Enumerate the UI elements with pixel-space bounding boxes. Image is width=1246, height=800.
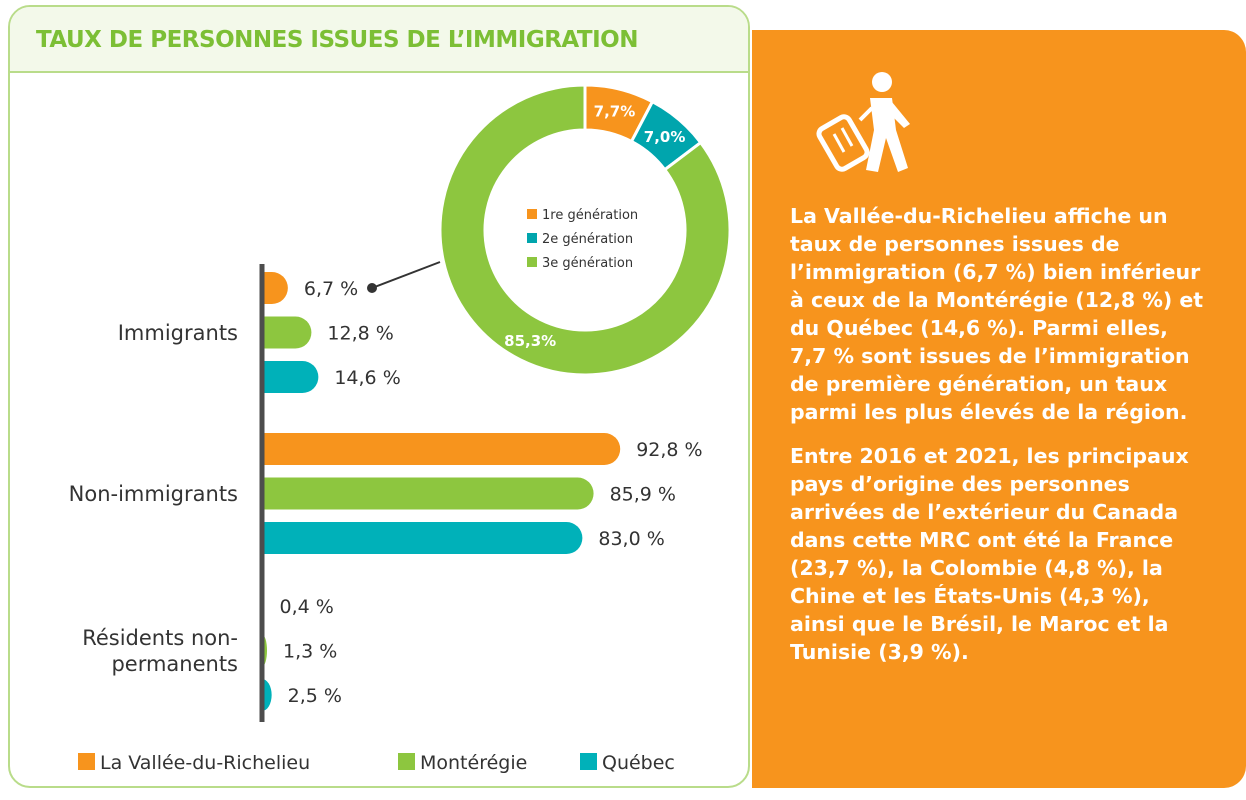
panel-text: La Vallée-du-Richelieu affiche un taux d… bbox=[790, 202, 1210, 682]
legend-label: 2e génération bbox=[542, 232, 633, 247]
connector-dot bbox=[367, 283, 377, 293]
legend-swatch bbox=[78, 753, 95, 770]
value-label: 85,9 % bbox=[610, 484, 676, 506]
legend-label: Montérégie bbox=[420, 752, 527, 774]
value-label: 92,8 % bbox=[636, 439, 702, 461]
legend-swatch bbox=[527, 233, 537, 243]
traveler-icon bbox=[816, 72, 910, 172]
bar bbox=[262, 361, 319, 393]
chart: 6,7 % 12,8 % 14,6 % 92,8 % 85,9 % 83,0 % 0,4 %… bbox=[78, 83, 732, 774]
category-label: Résidents non-permanents bbox=[82, 625, 238, 676]
legend-swatch bbox=[580, 753, 597, 770]
panel-paragraph: La Vallée-du-Richelieu affiche un taux d… bbox=[790, 204, 1204, 424]
legend-label: La Vallée-du-Richelieu bbox=[100, 752, 310, 774]
bar bbox=[262, 272, 288, 304]
slice-label: 7,0% bbox=[644, 128, 686, 146]
donut-slice bbox=[438, 83, 732, 377]
header: TAUX DE PERSONNES ISSUES DE L’IMMIGRATIO… bbox=[10, 7, 748, 73]
legend-label: 1re génération bbox=[542, 208, 638, 223]
category-label: Non-immigrants bbox=[68, 481, 238, 506]
value-label: 1,3 % bbox=[283, 641, 337, 663]
value-label: 6,7 % bbox=[304, 278, 358, 300]
bar bbox=[262, 433, 621, 465]
value-label: 2,5 % bbox=[288, 685, 342, 707]
slice-label: 85,3% bbox=[504, 332, 556, 350]
slice-label: 7,7% bbox=[594, 103, 636, 121]
category-label: Immigrants bbox=[117, 320, 238, 345]
value-label: 83,0 % bbox=[598, 528, 664, 550]
legend-label: 3e génération bbox=[542, 256, 633, 271]
legend-swatch bbox=[527, 257, 537, 267]
value-label: 14,6 % bbox=[334, 367, 400, 389]
bar bbox=[262, 477, 594, 510]
bar bbox=[262, 522, 583, 554]
value-label: 0,4 % bbox=[280, 596, 334, 618]
bar bbox=[262, 316, 312, 349]
legend-label: Québec bbox=[602, 752, 675, 774]
panel-paragraph: Entre 2016 et 2021, les principaux pays … bbox=[790, 444, 1189, 664]
info-panel: La Vallée-du-Richelieu affiche un taux d… bbox=[752, 30, 1246, 788]
legend-swatch bbox=[527, 209, 537, 219]
connector bbox=[371, 261, 441, 289]
chart-title: TAUX DE PERSONNES ISSUES DE L’IMMIGRATIO… bbox=[36, 27, 638, 53]
value-label: 12,8 % bbox=[327, 323, 393, 345]
legend-swatch bbox=[398, 753, 415, 770]
